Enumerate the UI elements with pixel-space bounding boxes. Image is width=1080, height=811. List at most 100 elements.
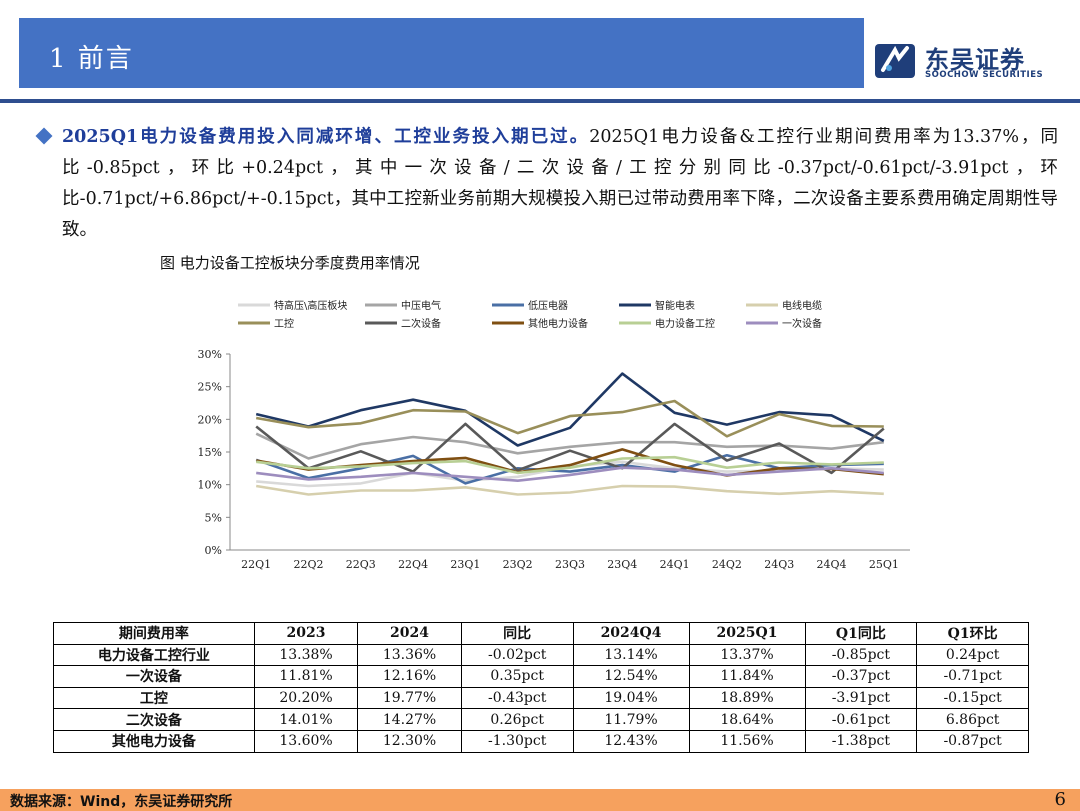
table-cell: 0.35pct: [460, 665, 574, 688]
legend-label: 特高压\高压板块: [274, 299, 347, 312]
y-tick-label: 30%: [198, 348, 222, 361]
header-divider: [0, 99, 1080, 103]
x-tick-label: 22Q1: [241, 558, 271, 571]
legend-label: 低压电器: [528, 299, 568, 312]
x-tick-label: 22Q4: [398, 558, 428, 571]
table-header-cell: Q1同比: [804, 622, 918, 645]
table-header-cell: 2024Q4: [572, 622, 690, 645]
table-cell: 11.79%: [572, 708, 690, 731]
table-cell: -0.15pct: [916, 686, 1029, 710]
y-tick-label: 25%: [198, 381, 222, 394]
legend-label: 一次设备: [782, 317, 822, 330]
x-tick-label: 25Q1: [869, 558, 899, 571]
table-cell: -0.87pct: [916, 729, 1029, 753]
legend-label: 其他电力设备: [528, 317, 588, 330]
table-header-cell: 2023: [253, 622, 359, 645]
table-row: 其他电力设备 13.60% 12.30% -1.30pct 12.43% 11.56% -1…: [53, 729, 1029, 753]
table-row-label: 电力设备工控行业: [53, 643, 255, 667]
x-tick-label: 22Q3: [346, 558, 376, 571]
table-row: 一次设备 11.81% 12.16% 0.35pct 12.54% 11.84% -0.37…: [53, 665, 1029, 688]
table-cell: -3.91pct: [804, 686, 918, 710]
series-line: [255, 422, 885, 475]
table-row: 工控 20.20% 19.77% -0.43pct 19.04% 18.89% -3.91p…: [53, 686, 1029, 710]
table-cell: -1.30pct: [460, 729, 574, 753]
series-line: [255, 432, 884, 460]
y-tick-label: 20%: [198, 413, 222, 426]
table-cell: 12.54%: [572, 665, 690, 688]
table-cell: 18.64%: [688, 708, 806, 731]
table-row: 电力设备工控行业 13.38% 13.36% -0.02pct 13.14% 13.37%…: [53, 643, 1029, 667]
table-header-cell: Q1环比: [916, 622, 1029, 645]
table-cell: 13.38%: [253, 643, 359, 667]
table-cell: 12.30%: [357, 729, 462, 753]
table-cell: 14.27%: [357, 708, 462, 731]
table-header-cell: 期间费用率: [53, 622, 255, 645]
footer-bar: 数据来源：Wind，东吴证券研究所 6: [0, 789, 1080, 811]
table-body: 电力设备工控行业 13.38% 13.36% -0.02pct 13.14% 13.37%…: [53, 643, 1029, 753]
table-header-row: 期间费用率 2023 2024 同比 2024Q4 2025Q1 Q1同比 Q1环比: [53, 622, 1029, 645]
table-cell: 18.89%: [688, 686, 806, 710]
legend-label: 电线电缆: [782, 299, 822, 312]
table-cell: 19.77%: [357, 686, 462, 710]
legend-label: 智能电表: [655, 299, 695, 312]
table-cell: 13.36%: [357, 643, 462, 667]
table-cell: -0.71pct: [916, 665, 1029, 688]
table-cell: 12.16%: [357, 665, 462, 688]
table-cell: -0.02pct: [460, 643, 574, 667]
x-tick-label: 22Q2: [293, 558, 323, 571]
table-cell: 13.60%: [253, 729, 359, 753]
series-line: [255, 484, 884, 496]
expense-ratio-table: 期间费用率 2023 2024 同比 2024Q4 2025Q1 Q1同比 Q1环比 电力设备…: [53, 622, 1029, 753]
page-number: 6: [1054, 789, 1066, 810]
table-row-label: 其他电力设备: [53, 729, 255, 753]
table-row-label: 一次设备: [53, 665, 255, 688]
y-tick-label: 10%: [198, 479, 222, 492]
table-cell: -0.61pct: [804, 708, 918, 731]
x-tick-label: 23Q4: [607, 558, 637, 571]
company-logo: 东吴证券 SOOCHOW SECURITIES: [873, 38, 1073, 88]
soochow-logo-icon: [875, 44, 915, 78]
table-row-label: 二次设备: [53, 708, 255, 731]
table-cell: 13.37%: [688, 643, 806, 667]
table-cell: -1.38pct: [804, 729, 918, 753]
table-cell: 0.26pct: [460, 708, 574, 731]
table-cell: 11.84%: [688, 665, 806, 688]
x-tick-label: 24Q1: [660, 558, 690, 571]
table-cell: 11.56%: [688, 729, 806, 753]
legend-label: 工控: [274, 317, 294, 330]
x-tick-label: 23Q3: [555, 558, 585, 571]
table-header-cell: 2024: [357, 622, 462, 645]
legend-label: 中压电气: [401, 299, 441, 312]
series-line: [256, 455, 884, 475]
table-cell: -0.37pct: [804, 665, 918, 688]
table-header-cell: 2025Q1: [688, 622, 806, 645]
x-tick-label: 24Q4: [817, 558, 847, 571]
table-cell: 20.20%: [253, 686, 359, 710]
figure-caption: 图 电力设备工控板块分季度费用率情况: [160, 254, 420, 272]
legend-label: 二次设备: [401, 317, 441, 330]
table-cell: 12.43%: [572, 729, 690, 753]
series-line: [256, 466, 884, 482]
series-line: [255, 399, 884, 438]
table-row-label: 工控: [53, 686, 255, 710]
x-tick-label: 23Q2: [503, 558, 533, 571]
x-tick-label: 23Q1: [450, 558, 480, 571]
table-cell: 14.01%: [253, 708, 359, 731]
table-cell: 0.24pct: [916, 643, 1029, 667]
table-cell: 13.14%: [572, 643, 690, 667]
title-bar: 1 前言: [19, 18, 864, 88]
logo-name-en: SOOCHOW SECURITIES: [925, 70, 1044, 80]
y-tick-label: 0%: [205, 544, 222, 557]
x-tick-label: 24Q3: [764, 558, 794, 571]
data-source: 数据来源：Wind，东吴证券研究所: [10, 794, 233, 810]
paragraph-lead: 2025Q1电力设备费用投入同减环增、工控业务投入期已过。: [62, 127, 590, 147]
table-cell: 19.04%: [572, 686, 690, 710]
table-cell: 11.81%: [253, 665, 359, 688]
paragraph-body: 2025Q1电力设备&工控行业期间费用率为13.37%，同比-0.85pct，环…: [62, 127, 1059, 240]
page-title: 1 前言: [49, 44, 134, 74]
table-header-cell: 同比: [460, 622, 574, 645]
table-cell: -0.85pct: [804, 643, 918, 667]
logo-name-cn: 东吴证券: [925, 46, 1025, 74]
legend-label: 电力设备工控: [655, 317, 715, 330]
